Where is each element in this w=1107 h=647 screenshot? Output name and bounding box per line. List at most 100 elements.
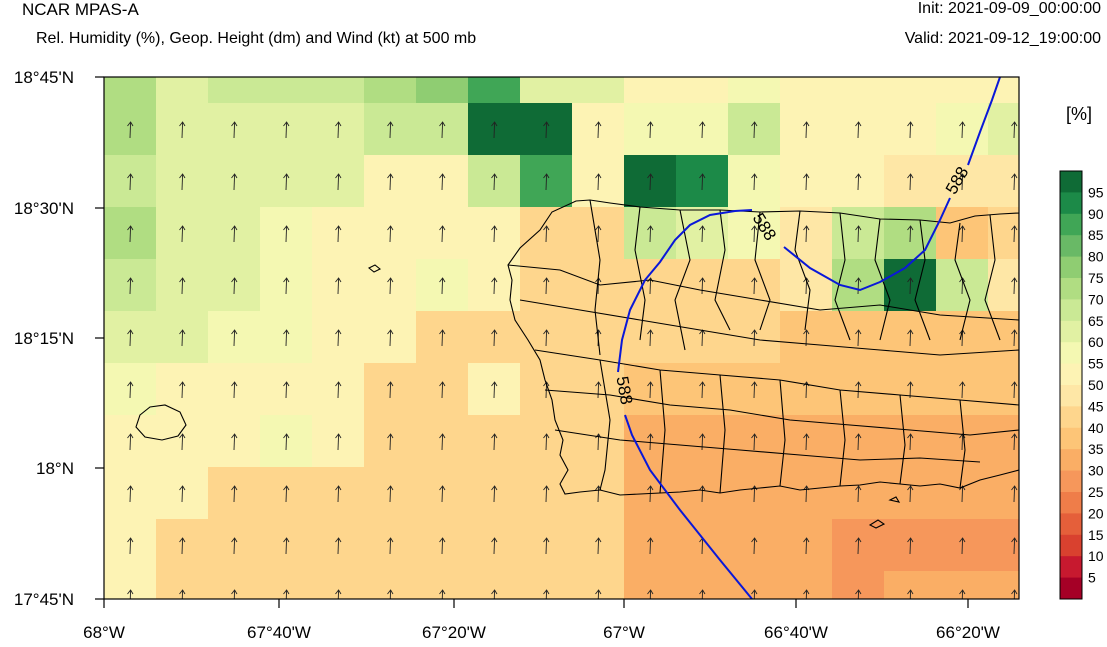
wind-arrow: [959, 589, 966, 599]
wind-arrow: [231, 121, 238, 139]
colorbar-swatch: [1060, 171, 1082, 193]
height-contour-588: [617, 77, 1001, 599]
wind-arrow: [907, 485, 914, 503]
humidity-cell: [988, 519, 1019, 572]
wind-arrow: [959, 537, 966, 555]
wind-arrow: [283, 173, 290, 191]
wind-arrow: [439, 225, 446, 243]
lat-tick-label: 18°N: [36, 459, 74, 478]
wind-arrow: [959, 485, 966, 503]
humidity-cell: [364, 77, 417, 104]
wind-arrow: [856, 642, 862, 647]
colorbar-swatch: [1060, 534, 1082, 557]
humidity-cell: [676, 623, 729, 647]
wind-arrow: [387, 121, 394, 139]
colorbar-level-label: 35: [1088, 441, 1104, 457]
wind-arrow: [908, 642, 914, 647]
wind-arrow: [647, 225, 654, 243]
lat-tick-label: 17°45'N: [14, 590, 74, 609]
wind-arrow: [595, 121, 602, 139]
wind-arrow: [855, 433, 862, 451]
wind-arrow: [283, 121, 290, 139]
wind-arrow: [752, 642, 758, 647]
humidity-cell: [936, 77, 989, 104]
wind-arrow: [387, 381, 394, 399]
wind-arrow: [283, 433, 290, 451]
wind-arrow: [647, 381, 654, 399]
colorbar-swatch: [1060, 577, 1082, 600]
colorbar-level-label: 95: [1088, 184, 1104, 200]
wind-arrow: [960, 642, 966, 647]
wind-arrow: [647, 537, 654, 555]
wind-arrow: [283, 277, 290, 295]
wind-arrow: [595, 225, 602, 243]
model-title: NCAR MPAS-A: [22, 0, 139, 19]
wind-arrow: [335, 589, 342, 599]
lon-tick-label: 67°20'W: [422, 623, 486, 642]
wind-arrow: [440, 642, 446, 647]
wind-arrow: [751, 121, 758, 139]
colorbar-swatch: [1060, 449, 1082, 472]
humidity-cell: [624, 77, 677, 104]
wind-arrow: [283, 589, 290, 599]
colorbar-level-label: 60: [1088, 334, 1104, 350]
lat-tick-label: 18°30'N: [14, 199, 74, 218]
wind-arrow: [855, 485, 862, 503]
humidity-cell: [520, 77, 573, 104]
wind-arrow: [699, 225, 706, 243]
colorbar-unit: [%]: [1066, 104, 1093, 124]
colorbar: 95 90 85 80 75 70 65 60 55 50 45 40 35 30 25 20 15 10 5: [1059, 170, 1104, 600]
wind-arrow: [127, 329, 134, 347]
wind-arrow: [387, 173, 394, 191]
wind-arrow: [855, 329, 862, 347]
contour-label-west: 588: [612, 375, 636, 406]
humidity-cell: [728, 77, 781, 104]
wind-arrow: [439, 485, 446, 503]
humidity-cell: [988, 571, 1019, 599]
wind-arrow: [803, 121, 810, 139]
wind-arrow: [803, 173, 810, 191]
wind-arrow: [751, 537, 758, 555]
wind-arrow: [855, 381, 862, 399]
wind-arrow: [439, 277, 446, 295]
wind-arrow: [543, 329, 550, 347]
mona-island: [135, 404, 187, 441]
humidity-cell: [988, 103, 1019, 156]
wind-arrow: [387, 589, 394, 599]
wind-arrow: [803, 225, 810, 243]
colorbar-swatch: [1060, 427, 1082, 450]
wind-arrow: [803, 537, 810, 555]
colorbar-level-label: 25: [1088, 484, 1104, 500]
wind-arrow: [1011, 173, 1018, 191]
wind-arrow: [231, 433, 238, 451]
colorbar-swatch: [1060, 192, 1082, 215]
lon-tick-label: 66°20'W: [936, 623, 1000, 642]
wind-arrow: [179, 329, 186, 347]
lon-tick-label: 67°W: [603, 623, 645, 642]
colorbar-swatch: [1060, 513, 1082, 536]
humidity-cell: [312, 77, 365, 104]
colorbar-level-label: 20: [1088, 505, 1104, 521]
humidity-cell: [468, 77, 521, 104]
wind-arrow: [907, 225, 914, 243]
colorbar-level-label: 90: [1088, 206, 1104, 222]
humidity-cell: [156, 623, 209, 647]
colorbar-level-label: 80: [1088, 249, 1104, 265]
wind-arrow: [127, 225, 134, 243]
wind-arrow: [335, 121, 342, 139]
colorbar-level-label: 10: [1088, 548, 1104, 564]
wind-arrow: [959, 173, 966, 191]
wind-arrow: [855, 589, 862, 599]
wind-arrow: [595, 381, 602, 399]
colorbar-swatch: [1060, 342, 1082, 365]
wind-arrow: [491, 329, 498, 347]
colorbar-swatch: [1060, 256, 1082, 279]
humidity-cell: [260, 77, 313, 104]
wind-arrow: [1011, 485, 1018, 503]
wind-arrow: [647, 589, 654, 599]
wind-arrow: [284, 642, 290, 647]
wind-arrow: [544, 642, 550, 647]
wind-arrow: [543, 537, 550, 555]
colorbar-level-label: 75: [1088, 270, 1104, 286]
